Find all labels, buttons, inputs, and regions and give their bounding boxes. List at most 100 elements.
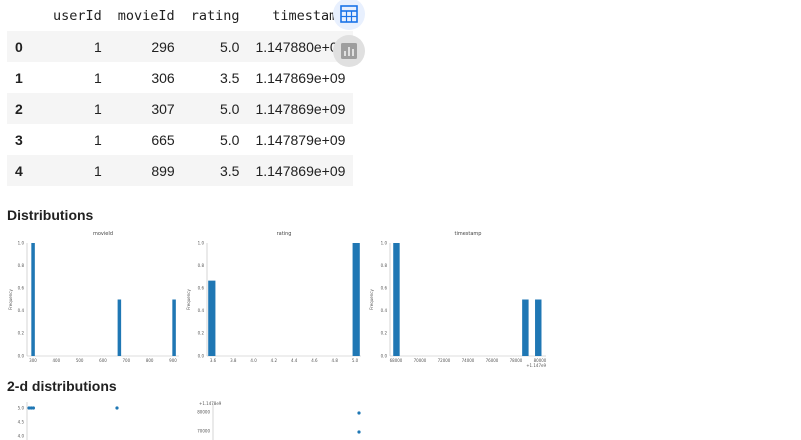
column-header-rating: rating bbox=[190, 7, 240, 24]
scatter-point bbox=[29, 406, 33, 410]
cell-rating: 3.5 bbox=[220, 162, 240, 179]
y-tick-label: 0.8 bbox=[18, 263, 25, 268]
x-tick-label: 72000 bbox=[438, 358, 451, 363]
x-tick-label: 68000 bbox=[390, 358, 403, 363]
cell-userId: 1 bbox=[93, 38, 102, 55]
table-row: 0 1 296 5.0 1.147880e+09 bbox=[7, 31, 354, 62]
x-tick-label: 3.6 bbox=[210, 358, 217, 363]
row-index: 1 bbox=[15, 69, 23, 86]
cell-movieId: 899 bbox=[151, 162, 175, 179]
y-offset-label: +1.1478e9 bbox=[199, 401, 222, 406]
column-header-userId: userId bbox=[53, 7, 102, 24]
x-tick-label: 76000 bbox=[486, 358, 499, 363]
x-tick-label: 4.8 bbox=[332, 358, 339, 363]
cell-userId: 1 bbox=[93, 162, 102, 179]
cell-rating: 5.0 bbox=[220, 38, 240, 55]
dataframe-table: userId movieId rating timestamp 0 1 296 … bbox=[7, 0, 354, 186]
x-tick-label: 300 bbox=[29, 358, 37, 363]
cell-timestamp: 1.147880e+09 bbox=[255, 38, 346, 55]
row-index: 4 bbox=[15, 162, 23, 179]
convert-to-interactive-table-button[interactable] bbox=[333, 0, 365, 30]
x-tick-label: 800 bbox=[146, 358, 154, 363]
x-tick-label: 74000 bbox=[462, 358, 475, 363]
cell-movieId: 307 bbox=[151, 100, 175, 117]
suggest-charts-button[interactable] bbox=[333, 35, 365, 67]
chart-title: timestamp bbox=[455, 231, 482, 237]
y-tick-label: 0.2 bbox=[198, 331, 205, 336]
y-tick-label: 0.8 bbox=[198, 263, 205, 268]
y-tick-label: 1.0 bbox=[18, 240, 25, 245]
y-tick-label: 5.0 bbox=[18, 405, 25, 410]
row-index: 0 bbox=[15, 38, 23, 55]
column-header-movieId: movieId bbox=[117, 7, 175, 24]
x-tick-label: 4.0 bbox=[250, 358, 257, 363]
movieId-histogram: movieId Frequency 0.0 0.2 0.4 0.6 0.8 1.0 300 400… bbox=[8, 231, 179, 363]
x-tick-label: 4.2 bbox=[271, 358, 278, 363]
histogram-bar bbox=[31, 243, 35, 356]
table-icon bbox=[340, 5, 358, 23]
index-header bbox=[7, 0, 45, 31]
cell-userId: 1 bbox=[93, 131, 102, 148]
cell-timestamp: 1.147869e+09 bbox=[255, 162, 346, 179]
y-tick-label: 1.0 bbox=[381, 240, 388, 245]
table-row: 2 1 307 5.0 1.147869e+09 bbox=[7, 93, 354, 124]
histogram-bar bbox=[393, 243, 400, 356]
histogram-bar bbox=[117, 299, 122, 356]
x-tick-label: 4.6 bbox=[311, 358, 318, 363]
cell-userId: 1 bbox=[93, 69, 102, 86]
x-tick-label: 3.8 bbox=[230, 358, 237, 363]
two-d-distributions-heading: 2-d distributions bbox=[7, 378, 117, 394]
x-offset-label: +1.147e9 bbox=[526, 363, 546, 368]
cell-timestamp: 1.147879e+09 bbox=[255, 131, 346, 148]
x-tick-label: 400 bbox=[53, 358, 61, 363]
cell-timestamp: 1.147869e+09 bbox=[255, 100, 346, 117]
x-tick-label: 600 bbox=[99, 358, 107, 363]
histogram-bar bbox=[522, 299, 529, 356]
y-tick-label: 0.4 bbox=[381, 308, 388, 313]
chart-title: rating bbox=[277, 231, 292, 237]
table-row: 1 1 306 3.5 1.147869e+09 bbox=[7, 62, 353, 93]
cell-userId: 1 bbox=[93, 100, 102, 117]
cell-movieId: 306 bbox=[151, 69, 175, 86]
rating-histogram: rating Frequency 0.0 0.2 0.4 0.6 0.8 1.0 3.6 3.8 4… bbox=[186, 231, 361, 363]
table-row: 4 1 899 3.5 1.147869e+09 bbox=[7, 155, 354, 186]
scatter-point bbox=[357, 411, 361, 415]
y-tick-label: 0.0 bbox=[381, 353, 388, 358]
x-tick-label: 900 bbox=[169, 358, 177, 363]
y-tick-label: 0.6 bbox=[381, 286, 388, 291]
y-tick-label: 1.0 bbox=[198, 240, 205, 245]
cell-movieId: 296 bbox=[151, 38, 175, 55]
x-tick-label: 80000 bbox=[534, 358, 547, 363]
bar-chart-icon bbox=[341, 43, 357, 59]
histogram-bar bbox=[172, 299, 176, 356]
table-header-row: userId movieId rating timestamp bbox=[7, 0, 353, 31]
x-tick-label: 70000 bbox=[414, 358, 427, 363]
y-tick-label: 4.0 bbox=[18, 433, 25, 438]
rating-timestamp-scatter: +1.1478e9 80000 70000 bbox=[197, 401, 361, 440]
histogram-bar bbox=[535, 299, 542, 356]
y-axis-label: Frequency bbox=[369, 289, 374, 310]
histogram-bar bbox=[352, 243, 360, 356]
cell-rating: 3.5 bbox=[220, 69, 240, 86]
y-tick-label: 70000 bbox=[197, 428, 210, 433]
column-header-timestamp: timestamp bbox=[272, 7, 346, 24]
timestamp-histogram: timestamp Frequency 0.0 0.2 0.4 0.6 0.8 1.0 6800… bbox=[369, 231, 547, 368]
chart-title: movieId bbox=[93, 231, 113, 237]
y-tick-label: 0.2 bbox=[18, 331, 25, 336]
y-tick-label: 0.2 bbox=[381, 331, 388, 336]
y-tick-label: 0.6 bbox=[198, 286, 205, 291]
y-tick-label: 80000 bbox=[197, 409, 210, 414]
userId-rating-scatter: 5.0 4.5 4.0 bbox=[18, 402, 119, 440]
scatter-point bbox=[31, 406, 35, 410]
row-index: 2 bbox=[15, 100, 23, 117]
y-tick-label: 4.5 bbox=[18, 419, 25, 424]
scatter-point bbox=[27, 406, 31, 410]
cell-rating: 5.0 bbox=[220, 131, 240, 148]
y-tick-label: 0.4 bbox=[18, 308, 25, 313]
y-tick-label: 0.0 bbox=[198, 353, 205, 358]
scatter-point bbox=[357, 430, 361, 434]
cell-rating: 5.0 bbox=[220, 100, 240, 117]
distributions-heading: Distributions bbox=[7, 207, 94, 223]
y-axis-label: Frequency bbox=[8, 289, 13, 310]
x-tick-label: 700 bbox=[123, 358, 131, 363]
